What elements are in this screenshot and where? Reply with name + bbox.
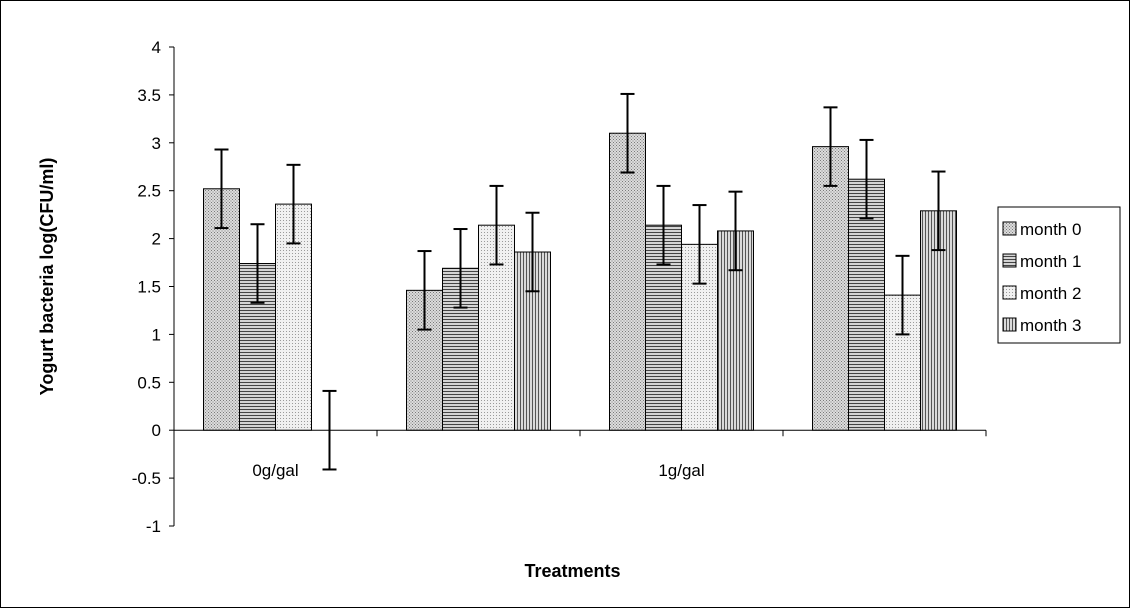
y-tick-label: 4 xyxy=(152,38,161,57)
x-tick-label: 0g/gal xyxy=(252,461,298,480)
y-tick-label: 2 xyxy=(152,230,161,249)
error-bar xyxy=(250,223,265,304)
error-bar xyxy=(728,190,743,272)
x-tick-label: 1g/gal xyxy=(658,461,704,480)
error-bar xyxy=(453,228,468,309)
y-tick-label: -1 xyxy=(146,517,161,536)
legend-box xyxy=(997,206,1121,344)
error-bar xyxy=(859,138,874,220)
error-bar xyxy=(525,211,540,293)
legend-label: month 1 xyxy=(1020,252,1081,271)
y-tick-label: 0.5 xyxy=(137,373,161,392)
error-bar xyxy=(823,106,838,187)
legend-swatch xyxy=(1002,285,1017,300)
legend-swatch xyxy=(1002,317,1017,332)
error-bar xyxy=(489,184,504,266)
error-bar xyxy=(620,92,635,174)
error-bar xyxy=(322,389,337,471)
bar-month-1-3 xyxy=(848,178,885,431)
error-bar xyxy=(692,204,707,285)
y-tick-label: 1 xyxy=(152,325,161,344)
error-bar xyxy=(214,148,229,230)
y-tick-label: 1.5 xyxy=(137,278,161,297)
y-tick-label: 0 xyxy=(152,421,161,440)
error-bar xyxy=(417,250,432,331)
error-bar xyxy=(656,184,671,266)
bars xyxy=(203,132,957,431)
bar-month-0-2 xyxy=(609,132,646,431)
y-tick-label: 2.5 xyxy=(137,182,161,201)
error-bars xyxy=(214,92,946,471)
labels: -1 -0.5 0 0.5 1 1.5 2 2.5 3 3.5 4 0g/gal 1g/gal Treat… xyxy=(37,38,705,581)
y-tick-label: 3.5 xyxy=(137,86,161,105)
legend-swatch xyxy=(1002,253,1017,268)
legend: month 0 month 1 month 2 month 3 xyxy=(997,206,1121,344)
legend-label: month 0 xyxy=(1020,220,1081,239)
bar-month-0-3 xyxy=(812,146,849,431)
error-bar xyxy=(895,254,910,336)
y-tick-label: -0.5 xyxy=(132,469,161,488)
legend-label: month 2 xyxy=(1020,284,1081,303)
x-axis-title: Treatments xyxy=(524,561,620,581)
legend-swatch xyxy=(1002,221,1017,236)
error-bar xyxy=(931,170,946,252)
legend-label: month 3 xyxy=(1020,316,1081,335)
error-bar xyxy=(286,163,301,245)
y-tick-label: 3 xyxy=(152,134,161,153)
y-axis-title: Yogurt bacteria log(CFU/ml) xyxy=(37,158,57,396)
